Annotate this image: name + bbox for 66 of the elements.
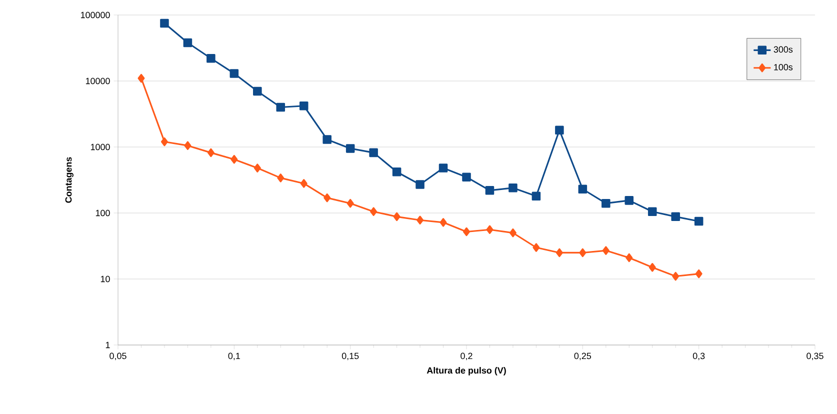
point: [438, 164, 448, 172]
y-tick-label: 10: [100, 276, 110, 282]
point: [602, 246, 610, 255]
point: [160, 18, 169, 28]
point: [184, 141, 192, 150]
point: [694, 216, 704, 226]
x-tick-label: 0,05: [110, 352, 126, 360]
y-tick-label: 100000: [80, 12, 110, 18]
point: [416, 216, 424, 225]
point: [532, 192, 541, 201]
point: [254, 164, 261, 172]
y-tick-label: 100: [96, 210, 110, 216]
point: [369, 148, 378, 158]
point: [579, 248, 586, 258]
point: [462, 172, 471, 182]
point: [648, 262, 656, 272]
point: [160, 137, 168, 146]
point: [253, 86, 262, 96]
point: [532, 243, 540, 252]
point: [138, 74, 145, 83]
legend-label: 300s: [774, 46, 793, 53]
x-tick-label: 0,1: [228, 352, 240, 360]
x-tick-label: 0,3: [692, 352, 705, 360]
point: [416, 180, 424, 189]
point: [206, 54, 216, 63]
point: [393, 212, 400, 222]
point: [230, 69, 239, 78]
y-tick-label: 10000: [86, 78, 110, 84]
point: [440, 218, 447, 227]
point: [370, 207, 378, 216]
point: [346, 144, 355, 153]
point: [555, 126, 564, 135]
y-tick-label: 1: [106, 342, 110, 348]
point: [324, 193, 331, 202]
legend-label: 100s: [774, 64, 793, 70]
point: [624, 196, 634, 205]
point: [207, 148, 214, 158]
point: [230, 154, 238, 164]
point: [602, 198, 610, 208]
point: [346, 198, 354, 208]
x-tick-label: 0,15: [342, 352, 359, 360]
point: [277, 174, 284, 182]
point: [695, 269, 702, 278]
y-axis-title: Contagens: [65, 157, 74, 203]
point: [300, 179, 308, 188]
x-tick-label: 0,2: [460, 352, 472, 360]
y-tick-label: 1000: [90, 144, 110, 150]
point: [485, 186, 494, 195]
point: [183, 38, 192, 48]
point: [672, 272, 680, 281]
point: [648, 207, 657, 216]
x-axis-title: Altura de pulso (V): [426, 367, 506, 376]
point: [671, 212, 680, 222]
x-tick-label: 0,25: [574, 352, 592, 360]
point: [508, 184, 518, 192]
point: [322, 135, 332, 144]
point: [392, 167, 402, 176]
point: [463, 227, 470, 236]
point: [299, 101, 308, 110]
point: [626, 253, 633, 262]
point: [509, 228, 516, 238]
point: [556, 248, 563, 258]
point: [276, 102, 286, 112]
point: [578, 184, 588, 194]
x-tick-label: 0,35: [806, 352, 824, 360]
point: [486, 225, 494, 234]
